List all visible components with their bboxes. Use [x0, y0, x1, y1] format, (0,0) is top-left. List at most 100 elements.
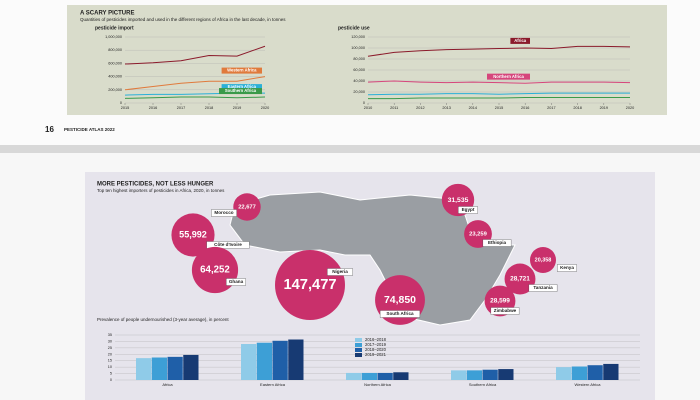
country-label: Ghana — [229, 279, 244, 284]
bubble-value: 147,477 — [283, 277, 336, 293]
bubble-value: 31,535 — [448, 197, 469, 204]
chart-title: pesticide import — [95, 25, 134, 31]
y-tick-label: 5 — [110, 372, 112, 376]
bubble — [529, 246, 557, 274]
country-label-box — [458, 206, 478, 214]
series-line — [124, 96, 266, 99]
x-tick-label: 2016 — [521, 106, 529, 110]
y-tick-label: 10 — [108, 365, 112, 369]
country-label-box — [379, 310, 421, 318]
y-tick-label: 1,000,000 — [105, 35, 122, 39]
bar — [183, 354, 199, 380]
series-line — [124, 76, 266, 91]
bubble — [275, 250, 345, 320]
series-line — [124, 45, 266, 65]
series-label: Africa — [514, 38, 527, 43]
x-tick-label: 2020 — [626, 106, 634, 110]
y-tick-label: 80,000 — [353, 57, 365, 61]
country-label-box — [557, 264, 577, 272]
country-label: Zimbabwe — [494, 308, 517, 313]
series-label-box — [221, 67, 262, 74]
y-tick-label: 120,000 — [351, 35, 365, 39]
country-label-box — [327, 268, 353, 276]
y-tick-label: 35 — [108, 333, 112, 337]
x-tick-label: 2019 — [233, 106, 241, 110]
page-gap — [0, 145, 700, 153]
x-tick-label: 2018 — [573, 106, 581, 110]
series-line — [367, 92, 630, 96]
country-label-box — [490, 307, 520, 315]
bubble — [171, 213, 215, 257]
bar — [136, 358, 152, 380]
bar — [482, 369, 498, 380]
y-tick-label: 200,000 — [108, 88, 122, 92]
y-tick-label: 400,000 — [108, 75, 122, 79]
bar — [498, 369, 514, 380]
country-label: Kenya — [560, 265, 574, 270]
y-tick-label: 0 — [120, 101, 122, 105]
legend-swatch — [355, 343, 362, 347]
x-tick-label: 2014 — [469, 106, 477, 110]
y-tick-label: 15 — [108, 359, 112, 363]
legend-swatch — [355, 348, 362, 352]
y-tick-label: 100,000 — [351, 46, 365, 50]
x-tick-label: 2012 — [416, 106, 424, 110]
legend-label: 2019–2021 — [365, 352, 387, 357]
country-label-box — [226, 278, 246, 286]
map-title: MORE PESTICIDES, NOT LESS HUNGER — [97, 182, 214, 188]
bar — [256, 342, 272, 380]
bubble-value: 23,259 — [469, 232, 488, 238]
y-tick-label: 800,000 — [108, 48, 122, 52]
country-label-box — [211, 209, 237, 217]
country-label: Ethiopia — [488, 240, 507, 245]
page-number: 16 — [45, 125, 54, 134]
y-tick-label: 600,000 — [108, 61, 122, 65]
x-tick-label: 2020 — [261, 106, 269, 110]
x-tick-label: 2011 — [390, 106, 398, 110]
bar — [466, 370, 482, 380]
bar — [167, 356, 183, 380]
series-label-box — [221, 84, 262, 91]
bubble-value: 55,992 — [179, 229, 207, 239]
bubble-value: 20,358 — [535, 257, 552, 263]
panel-title: A SCARY PICTURE — [80, 11, 134, 17]
y-tick-label: 20,000 — [353, 90, 365, 94]
panel-subtitle: Quantities of pesticides imported and us… — [80, 17, 286, 22]
y-tick-label: 30 — [108, 339, 112, 343]
bar — [451, 370, 467, 380]
series-label: Western Africa — [227, 68, 257, 73]
x-tick-label: Southern Africa — [469, 382, 497, 387]
x-tick-label: Western Africa — [575, 382, 602, 387]
bubble-value: 74,850 — [384, 295, 416, 306]
y-tick-label: 40,000 — [353, 79, 365, 83]
bar — [361, 372, 377, 380]
x-tick-label: Northern Africa — [364, 382, 391, 387]
bar — [241, 344, 257, 380]
bar — [393, 372, 409, 380]
series-line — [367, 45, 631, 57]
bubble — [504, 263, 536, 295]
bar — [587, 365, 603, 380]
legend-label: 2016–2018 — [365, 337, 387, 342]
x-tick-label: 2013 — [442, 106, 450, 110]
y-tick-label: 20 — [108, 352, 112, 356]
chart-title: Prevalence of people undernourished (3-y… — [97, 317, 229, 322]
bar — [377, 372, 393, 380]
bubble-value: 28,721 — [510, 276, 530, 283]
legend-label: 2018–2020 — [365, 347, 387, 352]
bubble — [233, 193, 261, 221]
series-line — [367, 80, 631, 84]
series-label-box — [219, 88, 262, 95]
x-tick-label: 2016 — [149, 106, 157, 110]
running-title: PESTICIDE ATLAS 2022 — [64, 127, 115, 132]
series-label: Northern Africa — [493, 74, 524, 79]
x-tick-label: Eastern Africa — [260, 382, 286, 387]
x-tick-label: 2015 — [495, 106, 503, 110]
y-tick-label: 25 — [108, 346, 112, 350]
x-tick-label: 2010 — [364, 106, 372, 110]
y-tick-label: 0 — [363, 101, 365, 105]
country-label: Morocco — [214, 210, 233, 215]
country-label: Nigeria — [332, 269, 348, 274]
